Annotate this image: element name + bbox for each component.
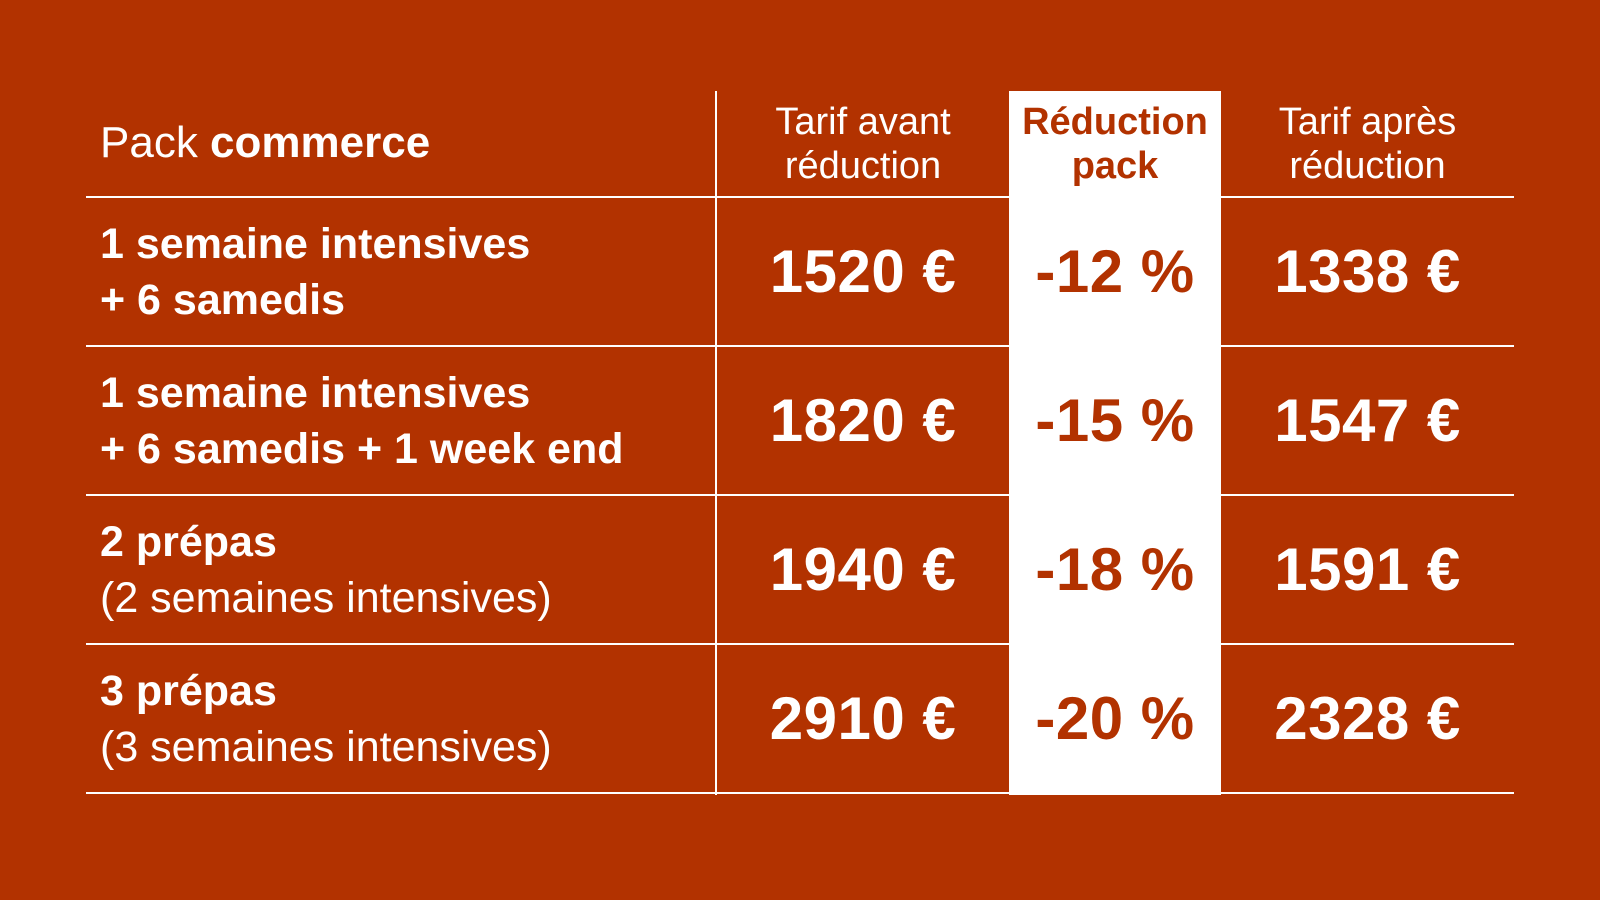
price-after: 1338 € — [1274, 238, 1461, 305]
header-before: Tarif avant réduction — [775, 100, 951, 187]
reduction-percent: -12 % — [1035, 238, 1195, 305]
table-bottom-border — [86, 792, 1514, 794]
row-label-line2: + 6 samedis — [100, 275, 346, 324]
row-label-line2: + 6 samedis + 1 week end — [100, 424, 624, 473]
row-label-line1: 1 semaine intensives — [100, 368, 531, 417]
price-before: 1940 € — [769, 536, 957, 603]
reduction-percent: -18 % — [1035, 536, 1195, 603]
price-before: 2910 € — [769, 685, 957, 752]
table-title-prefix: Pack — [100, 118, 211, 168]
table-row: 1 semaine intensives + 6 samedis — [100, 198, 700, 345]
table-row: 1 semaine intensives + 6 samedis + 1 wee… — [100, 347, 700, 494]
table-title-bold: commerce — [210, 118, 431, 168]
header-after-cell: Tarif après réduction — [1221, 91, 1514, 196]
header-reduction-cell: Réduction pack — [1009, 91, 1221, 196]
row-label-line2: (3 semaines intensives) — [100, 722, 552, 771]
price-before: 1520 € — [769, 238, 957, 305]
table-row: 3 prépas (3 semaines intensives) — [100, 645, 700, 792]
row-label-line1: 2 prépas — [100, 517, 277, 566]
price-after: 2328 € — [1274, 685, 1461, 752]
row-divider — [86, 494, 1514, 496]
header-divider — [86, 196, 1514, 198]
header-reduction: Réduction pack — [1022, 100, 1208, 187]
reduction-percent: -15 % — [1035, 387, 1195, 454]
row-label-line1: 1 semaine intensives — [100, 219, 531, 268]
row-label-line1: 3 prépas — [100, 666, 277, 715]
header-after: Tarif après réduction — [1278, 100, 1457, 187]
price-after: 1591 € — [1274, 536, 1461, 603]
table-row: 2 prépas (2 semaines intensives) — [100, 496, 700, 643]
price-before: 1820 € — [769, 387, 957, 454]
table-title: Pack commerce — [100, 91, 700, 196]
header-before-cell: Tarif avant réduction — [717, 91, 1009, 196]
reduction-column-highlight — [1009, 91, 1221, 795]
reduction-percent: -20 % — [1035, 685, 1195, 752]
row-divider — [86, 643, 1514, 645]
row-divider — [86, 345, 1514, 347]
column-divider — [715, 91, 717, 795]
price-after: 1547 € — [1274, 387, 1461, 454]
row-label-line2: (2 semaines intensives) — [100, 573, 552, 622]
